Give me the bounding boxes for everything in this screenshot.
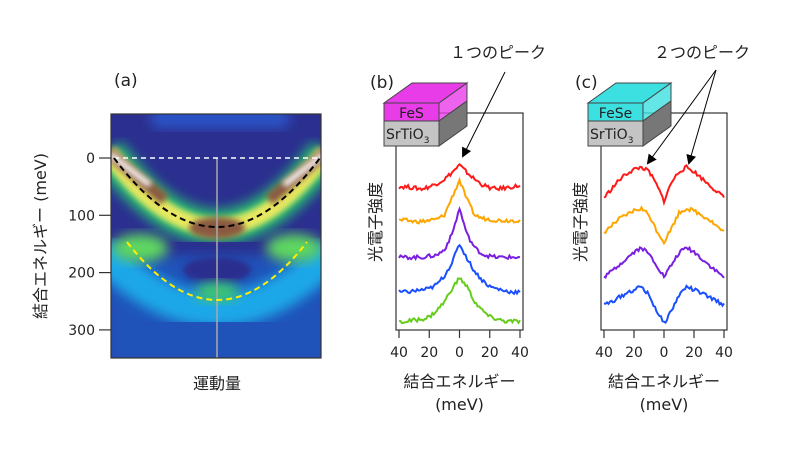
panel-label: (b) (370, 73, 394, 93)
panel-c: (c) 40 20 0 20 40 結合エネルギー (meV) 光電子強度 FeSe SrTiO3 ２… (571, 43, 750, 414)
x-tick-label: 40 (511, 345, 529, 361)
spectrum-line-2 (398, 176, 521, 225)
x-axis-label: 結合エネルギー (608, 372, 720, 391)
peak-annotation: １つのピーク (450, 43, 546, 62)
substrate-layer (383, 120, 440, 147)
x-tick-label: 20 (685, 345, 703, 361)
panel-a-label: (a) (114, 71, 138, 91)
spectrum-line-4 (398, 243, 521, 296)
black-dashed-parabola (113, 157, 321, 228)
spectrum-line-2 (603, 205, 725, 246)
panel-a: (a) 0 100 200 300 結合エネルギー (meV) 運動量 (31, 71, 322, 393)
panel-b: (b) 40 20 0 20 40 結合エネルギー (meV) 光電子強度 FeS SrTiO3 １つ… (366, 43, 546, 414)
x-tick-label: 40 (390, 345, 408, 361)
y-tick-label-a: 300 (68, 323, 95, 339)
sample-cube: FeS SrTiO3 (382, 82, 469, 147)
y-tick-label-a: 200 (68, 266, 95, 282)
spectrum-line-1 (603, 164, 725, 207)
spectrum-line-1 (398, 162, 521, 192)
y-tick-label-a: 0 (86, 151, 95, 167)
y-axis-a: 0 100 200 300 (68, 151, 111, 339)
y-axis-label: 光電子強度 (571, 182, 590, 262)
spectrum-line-3 (398, 206, 521, 261)
peak-annotation: ２つのピーク (654, 43, 750, 62)
x-axis-label: 結合エネルギー (403, 372, 515, 391)
x-tick-label: 20 (625, 345, 643, 361)
x-tick-label: 20 (420, 345, 438, 361)
arrow-icon (646, 69, 717, 165)
film-label: FeS (399, 106, 424, 122)
substrate-subscript: 3 (424, 136, 430, 146)
sample-cube: FeSe SrTiO3 (586, 82, 673, 147)
substrate-layer (587, 120, 644, 147)
x-axis-unit: (meV) (435, 395, 484, 414)
spectrum-line-4 (603, 284, 725, 324)
substrate-subscript: 3 (628, 136, 634, 146)
x-axis-label-a: 運動量 (193, 374, 241, 393)
spectrum-line-3 (603, 245, 725, 280)
x-tick-label: 20 (481, 345, 499, 361)
arrow-icon (462, 71, 506, 158)
x-tick-label: 0 (455, 345, 464, 361)
y-axis-label: 光電子強度 (366, 182, 385, 262)
x-tick-label: 40 (595, 345, 613, 361)
y-tick-label-a: 100 (68, 208, 95, 224)
heatmap (111, 114, 321, 358)
heatmap-frame (110, 113, 322, 359)
arrow-icon (686, 69, 717, 165)
substrate-label: SrTiO3 (590, 127, 633, 146)
y-axis-label-a: 結合エネルギー (meV) (31, 153, 50, 319)
substrate-label: SrTiO3 (386, 127, 429, 146)
x-tick-label: 0 (660, 345, 669, 361)
spectrum-line-5 (398, 277, 521, 325)
yellow-dashed-parabola (126, 241, 308, 301)
panel-label: (c) (575, 73, 598, 93)
x-tick-label: 40 (715, 345, 733, 361)
film-label: FeSe (599, 106, 632, 122)
x-axis-unit: (meV) (640, 395, 689, 414)
